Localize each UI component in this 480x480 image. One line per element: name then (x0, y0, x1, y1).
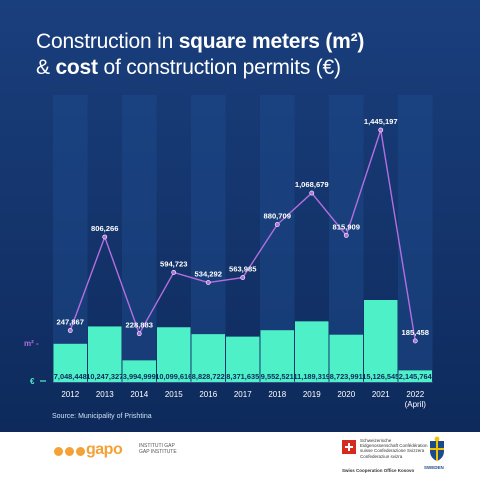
line-value-label: 1,068,679 (295, 180, 329, 189)
line-point (309, 190, 315, 196)
gap-logo-dots (54, 447, 85, 456)
x-tick-label: 2020 (337, 390, 355, 399)
line-value-label: 247,867 (57, 317, 84, 326)
bar-value-label: 10,247,327 (86, 372, 123, 381)
swiss-confederation-text: Schweizerische Eidgenossenschaft Confédé… (360, 438, 428, 459)
line-value-label: 880,709 (264, 212, 291, 221)
bar-value-label: 11,189,319 (293, 372, 330, 381)
x-tick-label: 2022 (406, 390, 424, 399)
bar-value-label: 8,828,722 (192, 372, 225, 381)
bar-value-label: 10,099,616 (155, 372, 192, 381)
bar-value-label: 8,723,991 (330, 372, 363, 381)
column-shade (329, 95, 364, 382)
x-tick-label: 2016 (199, 390, 217, 399)
chart-title-line-2: & cost of construction permits (€) (36, 56, 341, 80)
x-tick-label: 2013 (96, 390, 114, 399)
bar (122, 360, 156, 382)
bar-line-chart: 7,048,448 10,247,327 3,994,999 10,099,616 8,… (24, 95, 433, 409)
bar (260, 330, 294, 382)
legend-marker-line: m² - (24, 339, 39, 348)
bar-value-label: 9,552,521 (261, 372, 294, 381)
line-value-label: 815,909 (333, 222, 360, 231)
line-value-label: 185,458 (402, 328, 429, 337)
bar (157, 327, 191, 382)
bar (364, 300, 398, 382)
line-point (412, 338, 418, 344)
bar-value-label: 7,048,448 (54, 372, 87, 381)
bar (295, 321, 329, 382)
line-point (67, 328, 73, 333)
column-shade (53, 95, 88, 382)
title-text: Construction in (36, 30, 179, 53)
x-tick-label: 2015 (165, 390, 183, 399)
x-tick-label: 2021 (372, 390, 390, 399)
swiss-office-label: Swiss Cooperation Office Kosovo (342, 468, 415, 473)
bar (88, 326, 122, 382)
column-shade (122, 95, 157, 382)
title-bold-text: cost (55, 56, 98, 79)
line-value-label: 1,445,197 (364, 117, 398, 126)
bar-value-label: 8,371,635 (226, 372, 259, 381)
line-point (274, 222, 280, 227)
line-point (102, 234, 108, 240)
bar-value-label: 2,145,764 (399, 372, 433, 381)
gap-logo-wordmark: gapo (86, 441, 123, 458)
bar-value-label: 15,126,545 (362, 372, 399, 381)
legend-marker-bar: € (30, 377, 35, 386)
bar (329, 334, 363, 382)
line-point (171, 270, 177, 275)
x-tick-label: 2014 (130, 390, 148, 399)
x-tick-label: 2019 (303, 390, 321, 399)
title-text: & (36, 56, 56, 79)
line-value-label: 594,723 (160, 259, 187, 268)
bar (226, 336, 260, 382)
bar-value-label: 3,994,999 (123, 372, 156, 381)
title-bold-text: square meters (m²) (178, 30, 365, 53)
x-tick-label: 2017 (234, 390, 252, 399)
x-tick-sublabel: (April) (405, 400, 427, 409)
line-value-label: 228,883 (126, 321, 153, 330)
sweden-crest-icon (430, 436, 444, 461)
gap-logo-subtitle: INSTITUTI GAP GAP INSTITUTE (139, 443, 177, 455)
line-value-label: 534,292 (195, 270, 222, 279)
bar (53, 343, 87, 382)
swiss-flag-icon (342, 440, 356, 454)
line-point (343, 232, 349, 238)
source-note: Source: Municipality of Prishtina (52, 413, 152, 420)
line-value-label: 806,266 (91, 224, 118, 233)
line-point (136, 331, 142, 337)
column-shade (398, 95, 433, 382)
line-point (378, 127, 384, 133)
chart-title-line-1: Construction in square meters (m²) (36, 30, 364, 54)
line-point (240, 275, 246, 280)
bar (398, 370, 432, 382)
x-tick-label: 2012 (61, 390, 79, 399)
footer: gapo INSTITUTI GAP GAP INSTITUTE Schweiz… (0, 432, 480, 480)
chart-panel: Construction in square meters (m²) & cos… (0, 0, 480, 432)
sweden-label: SWEDEN (424, 465, 444, 470)
bar (191, 334, 225, 382)
line-value-label: 563,985 (229, 265, 257, 274)
title-text: of construction permits (€) (97, 56, 341, 79)
line-point (205, 280, 211, 285)
x-tick-label: 2018 (268, 390, 286, 399)
